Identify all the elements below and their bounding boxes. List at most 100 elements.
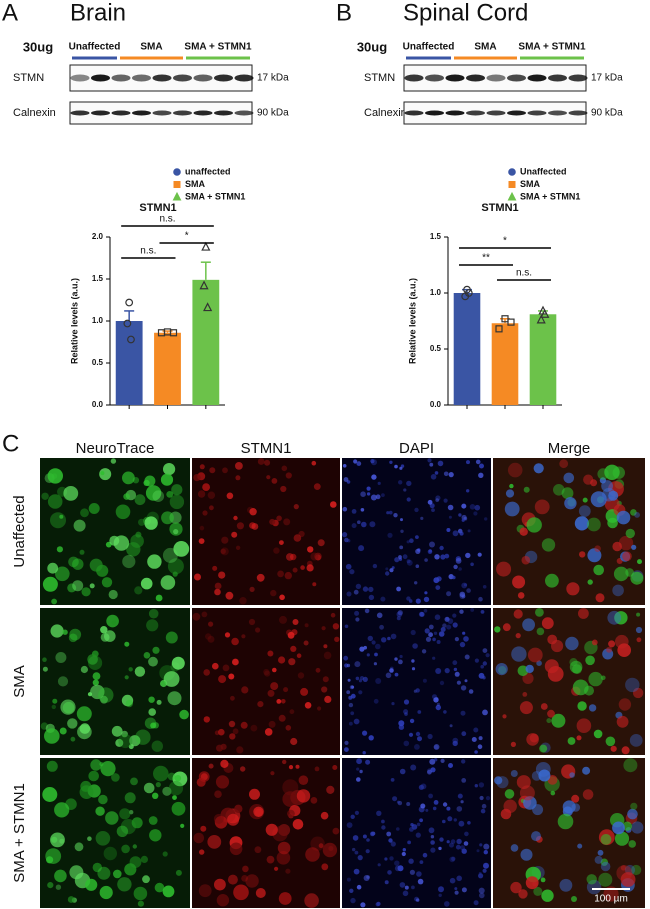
column-label: Merge [548, 440, 591, 457]
cell [220, 548, 226, 554]
cell [404, 885, 409, 890]
cell [207, 491, 216, 499]
cell [67, 718, 78, 729]
cell [80, 665, 88, 674]
cell [377, 863, 381, 867]
cell [344, 624, 349, 629]
cell [220, 743, 227, 750]
cell [100, 626, 108, 634]
cell [417, 878, 424, 885]
cell [142, 875, 150, 884]
cell [474, 750, 478, 754]
scale-bar-label: 100 µm [594, 894, 628, 905]
cell [205, 633, 212, 640]
bar [453, 293, 481, 405]
cell [467, 529, 471, 533]
cell [391, 702, 395, 706]
blot-band [214, 110, 233, 116]
cell [160, 575, 176, 590]
cell [290, 737, 298, 746]
cell [393, 513, 398, 518]
cell [495, 663, 508, 676]
cell [423, 596, 430, 603]
cell [464, 679, 468, 683]
cell [347, 678, 351, 682]
cell [165, 631, 178, 644]
cell [600, 834, 612, 845]
cell [551, 713, 566, 728]
cell [54, 802, 70, 818]
cell [392, 796, 398, 802]
micrograph [192, 458, 340, 605]
cell [55, 884, 62, 890]
cell [616, 715, 629, 728]
bar [529, 314, 557, 405]
cell [255, 888, 266, 898]
cell [446, 624, 452, 630]
cell [576, 735, 582, 741]
cell [171, 656, 185, 670]
point [203, 302, 213, 312]
point [507, 318, 515, 326]
cell [89, 583, 95, 589]
cell [478, 596, 483, 602]
cell [420, 803, 426, 809]
cell [349, 721, 353, 726]
cell [52, 698, 58, 704]
cell [521, 555, 531, 565]
cell [129, 856, 142, 868]
cell [373, 662, 377, 666]
cell [88, 770, 99, 782]
cell [615, 634, 629, 649]
cell [359, 646, 365, 652]
blot-band [568, 74, 588, 82]
cell [482, 585, 487, 589]
cell [366, 838, 370, 842]
cell [360, 902, 366, 908]
cell [447, 504, 454, 511]
cell [515, 633, 521, 639]
cell [121, 471, 135, 485]
cell [351, 685, 355, 689]
cell [282, 759, 287, 765]
cell [103, 846, 118, 861]
cell [402, 554, 408, 560]
point [157, 329, 166, 337]
cell [134, 666, 146, 677]
blot-band [193, 74, 213, 82]
cell [439, 837, 444, 842]
column-label: STMN1 [241, 440, 292, 457]
cell [510, 881, 522, 894]
cell [278, 656, 286, 664]
cell [597, 468, 609, 480]
cell [435, 495, 441, 501]
cell [375, 643, 381, 650]
cell [234, 804, 243, 813]
cell [57, 676, 69, 687]
cell [562, 800, 576, 814]
cell [202, 483, 211, 491]
cell [356, 884, 362, 890]
cell [449, 724, 453, 728]
blot-row-label: STMN [13, 72, 44, 84]
cell [227, 874, 238, 885]
cell [445, 617, 449, 621]
cell [597, 849, 604, 856]
cell [267, 650, 274, 657]
blot-band [445, 74, 465, 82]
cell [477, 744, 483, 749]
cell [278, 714, 286, 722]
cell [587, 517, 601, 532]
cell [433, 631, 438, 635]
cell [612, 821, 625, 835]
cell [402, 848, 406, 852]
cell [241, 686, 249, 694]
cell [304, 702, 312, 709]
cell [636, 637, 642, 643]
cell [381, 637, 387, 643]
legend-label: SMA + STMN1 [520, 191, 580, 201]
cell [443, 498, 448, 503]
cell [228, 673, 235, 680]
cell [358, 690, 363, 695]
cell [279, 615, 287, 624]
